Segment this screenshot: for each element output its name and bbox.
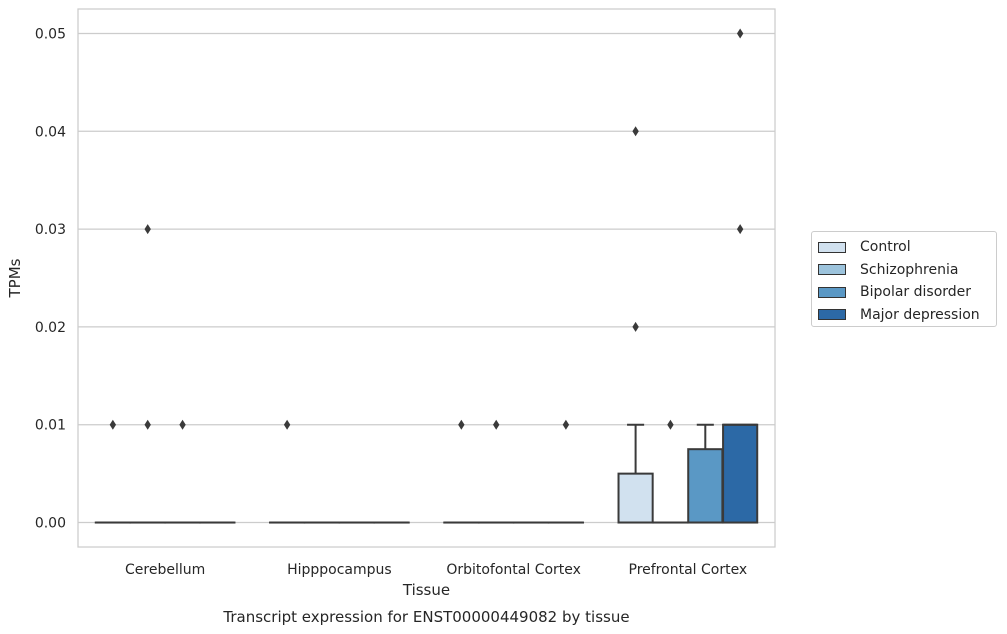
x-tick-label: Hipppocampus	[287, 562, 392, 578]
outlier-point	[179, 419, 186, 430]
y-axis-label: TPMs	[6, 258, 24, 298]
box-marks	[94, 28, 759, 524]
outlier-point	[458, 419, 465, 430]
y-tick-labels: 0.00 0.01 0.02 0.03 0.04 0.05	[35, 26, 66, 531]
outlier-point	[144, 419, 151, 430]
chart-caption: Transcript expression for ENST0000044908…	[222, 608, 629, 626]
y-tick-label: 0.04	[35, 124, 66, 140]
outlier-point	[667, 419, 674, 430]
outlier-point	[283, 419, 291, 430]
box	[687, 448, 724, 524]
legend-swatch	[818, 286, 846, 298]
outlier-point	[632, 321, 639, 332]
legend-label: Control	[860, 239, 911, 256]
legend-item: Control	[818, 236, 996, 259]
outlier-point	[493, 419, 500, 430]
outlier-point	[632, 126, 639, 137]
legend-swatch	[818, 241, 846, 253]
legend-label: Schizophrenia	[860, 261, 959, 278]
legend-label: Major depression	[860, 306, 980, 323]
y-tick-label: 0.00	[35, 516, 66, 532]
x-tick-label: Cerebellum	[125, 562, 205, 578]
legend-item: Bipolar disorder	[818, 281, 996, 304]
y-tick-label: 0.02	[35, 320, 66, 336]
outlier-point	[144, 224, 151, 235]
x-tick-label: Orbitofontal Cortex	[446, 562, 581, 578]
x-tick-label: Prefrontal Cortex	[629, 562, 748, 578]
x-axis-label: Tissue	[402, 581, 450, 599]
legend-item: Schizophrenia	[818, 259, 996, 282]
y-tick-label: 0.03	[35, 222, 66, 238]
plot-area	[77, 8, 776, 548]
legend-swatch	[818, 264, 846, 276]
box	[617, 472, 654, 524]
x-tick-labels: Cerebellum Hipppocampus Orbitofontal Corte…	[125, 562, 747, 578]
outlier-point	[109, 419, 117, 430]
legend-label: Bipolar disorder	[860, 284, 972, 301]
box	[722, 423, 759, 524]
outlier-point	[736, 224, 744, 235]
legend-swatch	[818, 309, 846, 321]
y-tick-label: 0.01	[35, 418, 66, 434]
outlier-point	[736, 28, 744, 39]
outlier-point	[562, 419, 570, 430]
legend-item: Major depression	[818, 304, 996, 327]
legend: Control Schizophrenia Bipolar disorder Majo…	[811, 231, 997, 327]
y-tick-label: 0.05	[35, 26, 66, 42]
